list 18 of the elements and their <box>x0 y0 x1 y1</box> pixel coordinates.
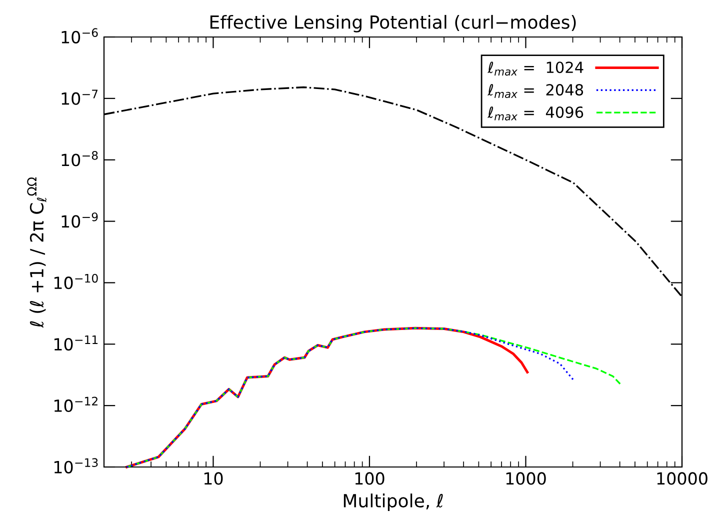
x-tick-label: 1000 <box>506 472 546 485</box>
legend-label: ℓ$_{max}$ = 2048 <box>487 84 584 98</box>
x-axis-title: Multipole, ℓ <box>344 494 443 512</box>
y-tick-label: 10$^{−7}$ <box>62 90 98 105</box>
y-tick-label: 10$^{−13}$ <box>54 458 98 474</box>
y-tick-label: 10$^{−10}$ <box>54 274 98 290</box>
chart-title: Effective Lensing Potential (curl−modes) <box>210 14 576 32</box>
y-tick-label: 10$^{−11}$ <box>54 335 98 351</box>
y-axis-title: ℓ (ℓ +1) / 2π C$_{ℓ}$$^{ΩΩ}$ <box>27 177 46 328</box>
y-tick-label: 10$^{−12}$ <box>54 396 98 412</box>
legend-label: ℓ$_{max}$ = 1024 <box>487 62 584 76</box>
x-tick-label: 100 <box>355 472 384 485</box>
legend-label: ℓ$_{max}$ = 4096 <box>487 106 584 120</box>
x-tick-label: 10000 <box>657 472 708 485</box>
y-tick-label: 10$^{−8}$ <box>62 151 98 166</box>
x-tick-label: 10 <box>204 472 223 485</box>
y-tick-label: 10$^{−9}$ <box>62 212 98 228</box>
y-tick-label: 10$^{−6}$ <box>62 28 98 44</box>
